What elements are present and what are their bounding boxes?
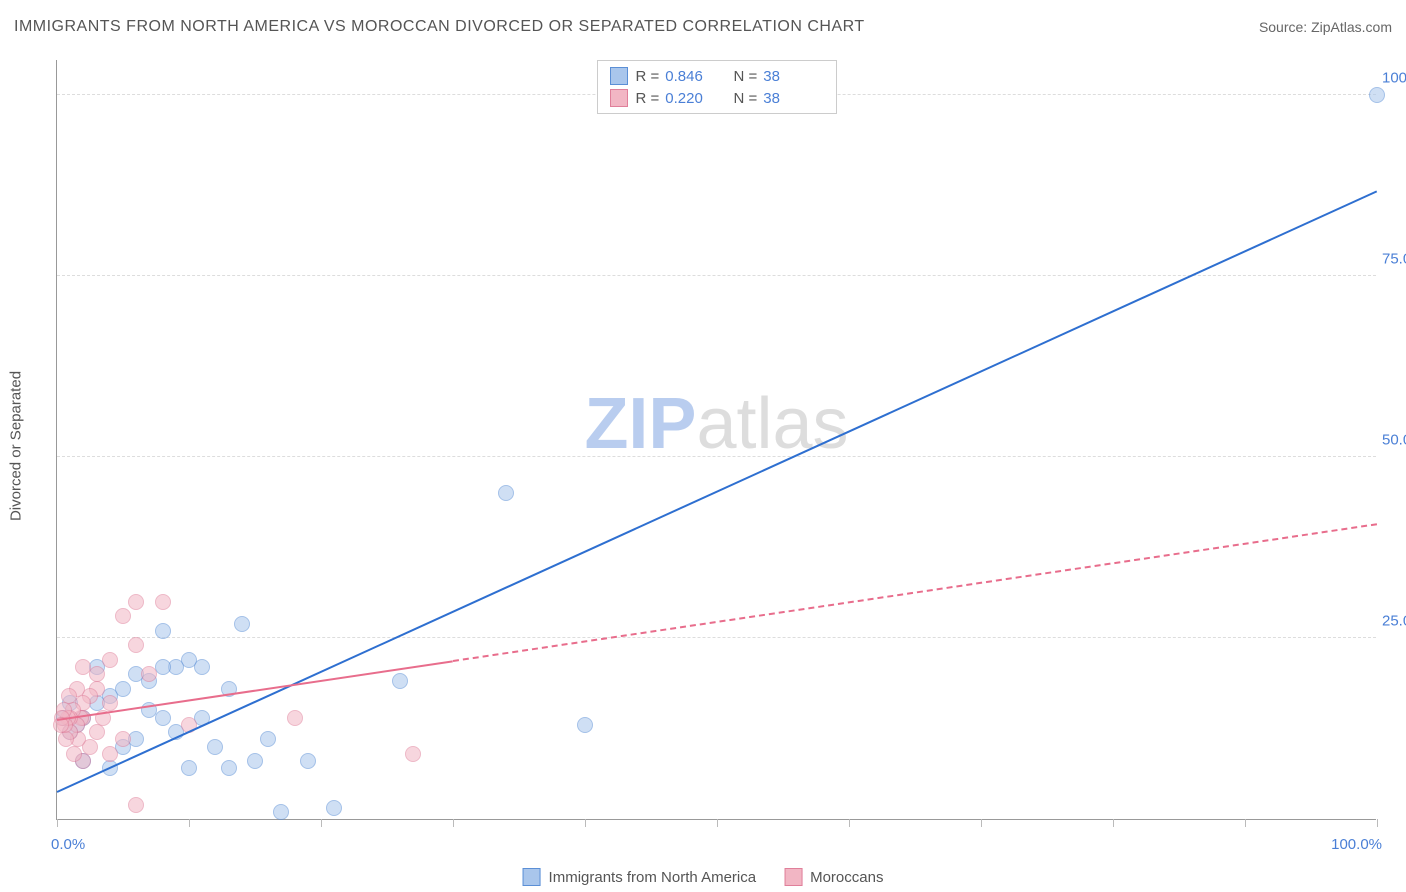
watermark-bold: ZIP: [584, 384, 696, 464]
header: IMMIGRANTS FROM NORTH AMERICA VS MOROCCA…: [14, 18, 1392, 36]
data-point: [102, 652, 118, 668]
data-point: [181, 760, 197, 776]
watermark-light: atlas: [696, 384, 848, 464]
n-value: N =38: [734, 68, 824, 85]
x-tick: [1245, 819, 1246, 827]
legend-swatch: [610, 67, 628, 85]
data-point: [247, 753, 263, 769]
data-point: [498, 485, 514, 501]
y-tick-label: 75.0%: [1382, 251, 1406, 268]
y-axis-label: Divorced or Separated: [8, 371, 25, 521]
y-tick-label: 50.0%: [1382, 432, 1406, 449]
x-tick: [717, 819, 718, 827]
chart-title: IMMIGRANTS FROM NORTH AMERICA VS MOROCCA…: [14, 18, 865, 36]
trend-line: [453, 523, 1377, 662]
y-tick-label: 100.0%: [1382, 70, 1406, 87]
plot-region: ZIPatlas 25.0%50.0%75.0%100.0%0.0%100.0%…: [56, 60, 1376, 820]
data-point: [58, 731, 74, 747]
data-point: [128, 797, 144, 813]
x-tick: [585, 819, 586, 827]
data-point: [115, 608, 131, 624]
legend-row: R =0.846 N =38: [610, 65, 824, 87]
x-tick: [189, 819, 190, 827]
legend-item: Immigrants from North America: [523, 868, 757, 886]
data-point: [273, 804, 289, 820]
r-value: R =0.220: [636, 90, 726, 107]
data-point: [155, 594, 171, 610]
data-point: [155, 623, 171, 639]
data-point: [221, 760, 237, 776]
data-point: [75, 659, 91, 675]
data-point: [141, 666, 157, 682]
x-tick: [981, 819, 982, 827]
data-point: [326, 800, 342, 816]
data-point: [66, 746, 82, 762]
legend-item: Moroccans: [784, 868, 883, 886]
legend-swatch: [523, 868, 541, 886]
r-value: R =0.846: [636, 68, 726, 85]
data-point: [300, 753, 316, 769]
gridline: [57, 637, 1376, 638]
data-point: [234, 616, 250, 632]
trend-line: [57, 190, 1378, 793]
x-tick: [849, 819, 850, 827]
legend-swatch: [610, 89, 628, 107]
x-tick: [1377, 819, 1378, 827]
legend-bottom: Immigrants from North America Moroccans: [523, 868, 884, 886]
correlation-legend: R =0.846 N =38 R =0.220 N =38: [597, 60, 837, 114]
chart-area: ZIPatlas 25.0%50.0%75.0%100.0%0.0%100.0%…: [56, 60, 1376, 820]
data-point: [102, 746, 118, 762]
source-prefix: Source:: [1259, 19, 1311, 35]
x-max-label: 100.0%: [1331, 836, 1382, 853]
y-tick-label: 25.0%: [1382, 613, 1406, 630]
source-link[interactable]: ZipAtlas.com: [1311, 19, 1392, 35]
data-point: [405, 746, 421, 762]
data-point: [287, 710, 303, 726]
data-point: [128, 637, 144, 653]
data-point: [1369, 87, 1385, 103]
data-point: [392, 673, 408, 689]
x-tick: [453, 819, 454, 827]
x-tick: [1113, 819, 1114, 827]
legend-swatch: [784, 868, 802, 886]
data-point: [577, 717, 593, 733]
watermark: ZIPatlas: [584, 383, 848, 465]
source-attribution: Source: ZipAtlas.com: [1259, 19, 1392, 35]
legend-label: Immigrants from North America: [549, 869, 757, 886]
gridline: [57, 456, 1376, 457]
legend-row: R =0.220 N =38: [610, 87, 824, 109]
x-min-label: 0.0%: [51, 836, 85, 853]
data-point: [207, 739, 223, 755]
data-point: [260, 731, 276, 747]
gridline: [57, 275, 1376, 276]
n-value: N =38: [734, 90, 824, 107]
x-tick: [57, 819, 58, 827]
legend-label: Moroccans: [810, 869, 883, 886]
data-point: [115, 731, 131, 747]
data-point: [128, 594, 144, 610]
x-tick: [321, 819, 322, 827]
